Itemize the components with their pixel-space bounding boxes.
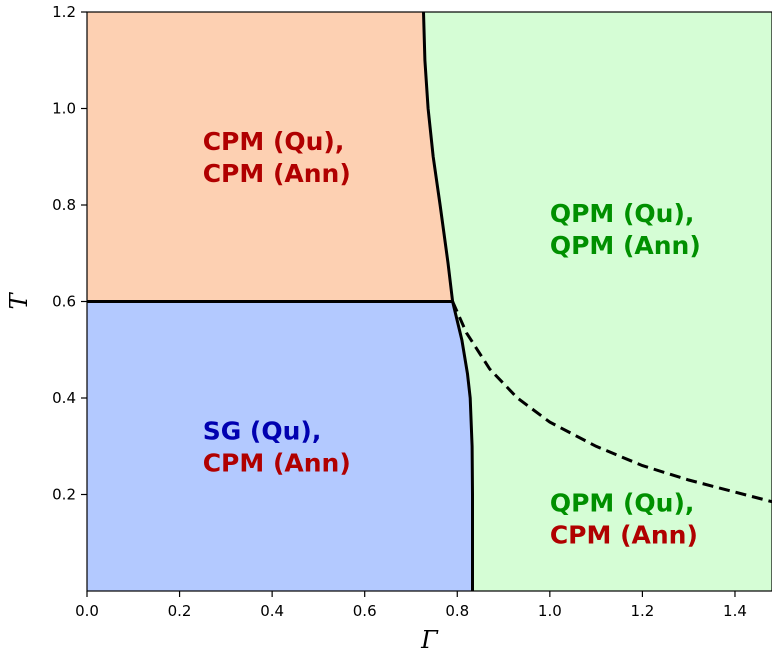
y-tick-label: 1.2 (52, 3, 76, 21)
region-label-line: QPM (Qu), (550, 489, 695, 518)
region-label-line: CPM (Ann) (203, 159, 351, 188)
x-tick-label: 1.4 (723, 602, 747, 620)
y-tick-label: 0.2 (52, 486, 76, 504)
region-label-line: CPM (Ann) (203, 448, 351, 477)
region-label-line: SG (Qu), (203, 416, 322, 445)
x-tick-label: 1.0 (538, 602, 562, 620)
axis-ticks: 0.0 0.2 0.4 0.6 0.8 1.0 1.2 1.4 0.2 0.4 0.6 0.8 1.0 1… (52, 3, 747, 620)
y-tick-label: 1.0 (52, 100, 76, 118)
y-tick-label: 0.6 (52, 293, 76, 311)
x-tick-label: 0.6 (353, 602, 377, 620)
y-tick-label: 0.8 (52, 196, 76, 214)
x-tick-label: 1.2 (630, 602, 654, 620)
annealing-boundary-dashed (451, 300, 772, 504)
y-tick-label: 0.4 (52, 389, 76, 407)
x-tick-label: 0.2 (168, 602, 192, 620)
y-axis-title: T (5, 292, 33, 310)
region-label-line: CPM (Qu), (203, 127, 345, 156)
x-tick-label: 0.0 (75, 602, 99, 620)
region-label-line: QPM (Qu), (550, 199, 695, 228)
x-tick-label: 0.4 (260, 602, 284, 620)
region-label-line: QPM (Ann) (550, 231, 701, 260)
phase-boundary-curve (422, 11, 474, 591)
x-axis-title: Γ (420, 626, 439, 652)
cpm-region (87, 12, 453, 302)
region-labels: CPM (Qu), CPM (Ann) SG (Qu), CPM (Ann) QPM (… (203, 127, 701, 550)
x-tick-label: 0.8 (445, 602, 469, 620)
phase-boundaries (87, 11, 772, 591)
sg-region (87, 301, 473, 591)
region-label-line: CPM (Ann) (550, 521, 698, 550)
